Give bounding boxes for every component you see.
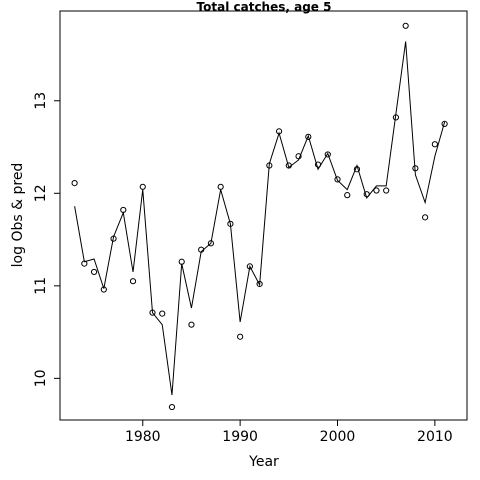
x-tick-label: 2000 — [320, 429, 356, 445]
observed-point — [246, 263, 253, 270]
observed-point — [402, 22, 409, 29]
observed-point — [383, 187, 390, 194]
observed-point — [71, 180, 78, 187]
x-tick-label: 2010 — [417, 429, 453, 445]
y-tick-label: 10 — [33, 369, 49, 387]
chart-title: Total catches, age 5 — [197, 0, 332, 14]
observed-point — [441, 120, 448, 127]
observed-point — [266, 162, 273, 169]
observed-point — [431, 141, 438, 148]
observed-point — [81, 260, 88, 267]
predicted-series — [74, 41, 446, 396]
observed-point — [237, 333, 244, 340]
observed-point — [275, 128, 283, 135]
observed-point — [256, 280, 263, 288]
y-tick-label: 12 — [33, 184, 49, 202]
observed-point — [305, 133, 312, 140]
observed-point — [168, 403, 176, 411]
y-tick-label: 11 — [33, 277, 49, 295]
observed-point — [392, 114, 400, 121]
y-axis-label: log Obs & pred — [10, 163, 26, 268]
observed-point — [100, 286, 107, 293]
predicted-line — [74, 41, 446, 396]
plot-frame — [59, 10, 468, 421]
y-tick-label: 13 — [33, 92, 49, 110]
observed-point — [363, 191, 370, 198]
observed-point — [344, 192, 351, 199]
x-tick-label: 1980 — [125, 429, 161, 445]
observed-point — [207, 240, 215, 247]
observed-point — [324, 151, 331, 158]
x-axis-label: Year — [248, 454, 279, 470]
observed-point — [334, 176, 341, 183]
observed-point — [129, 278, 137, 285]
observed-series — [71, 22, 448, 411]
observed-point — [90, 268, 98, 276]
observed-point — [422, 214, 429, 221]
observed-point — [198, 246, 205, 253]
observed-point — [412, 165, 419, 172]
x-tick-label: 1990 — [222, 429, 258, 445]
observed-point — [373, 187, 380, 194]
observed-point — [285, 162, 292, 169]
observed-point — [295, 153, 302, 160]
observed-point — [217, 183, 224, 190]
observed-point — [188, 321, 195, 328]
x-axis: 1980 1990 2000 2010 — [125, 420, 453, 445]
observed-point — [159, 310, 166, 317]
y-axis: 10 11 12 13 — [33, 92, 60, 387]
observed-point — [227, 220, 234, 227]
observed-point — [353, 166, 361, 173]
observed-point — [110, 235, 117, 242]
observed-point — [120, 206, 127, 214]
observed-point — [178, 258, 185, 265]
observed-point — [314, 161, 322, 168]
observed-point — [149, 309, 156, 316]
observed-point — [139, 183, 146, 190]
